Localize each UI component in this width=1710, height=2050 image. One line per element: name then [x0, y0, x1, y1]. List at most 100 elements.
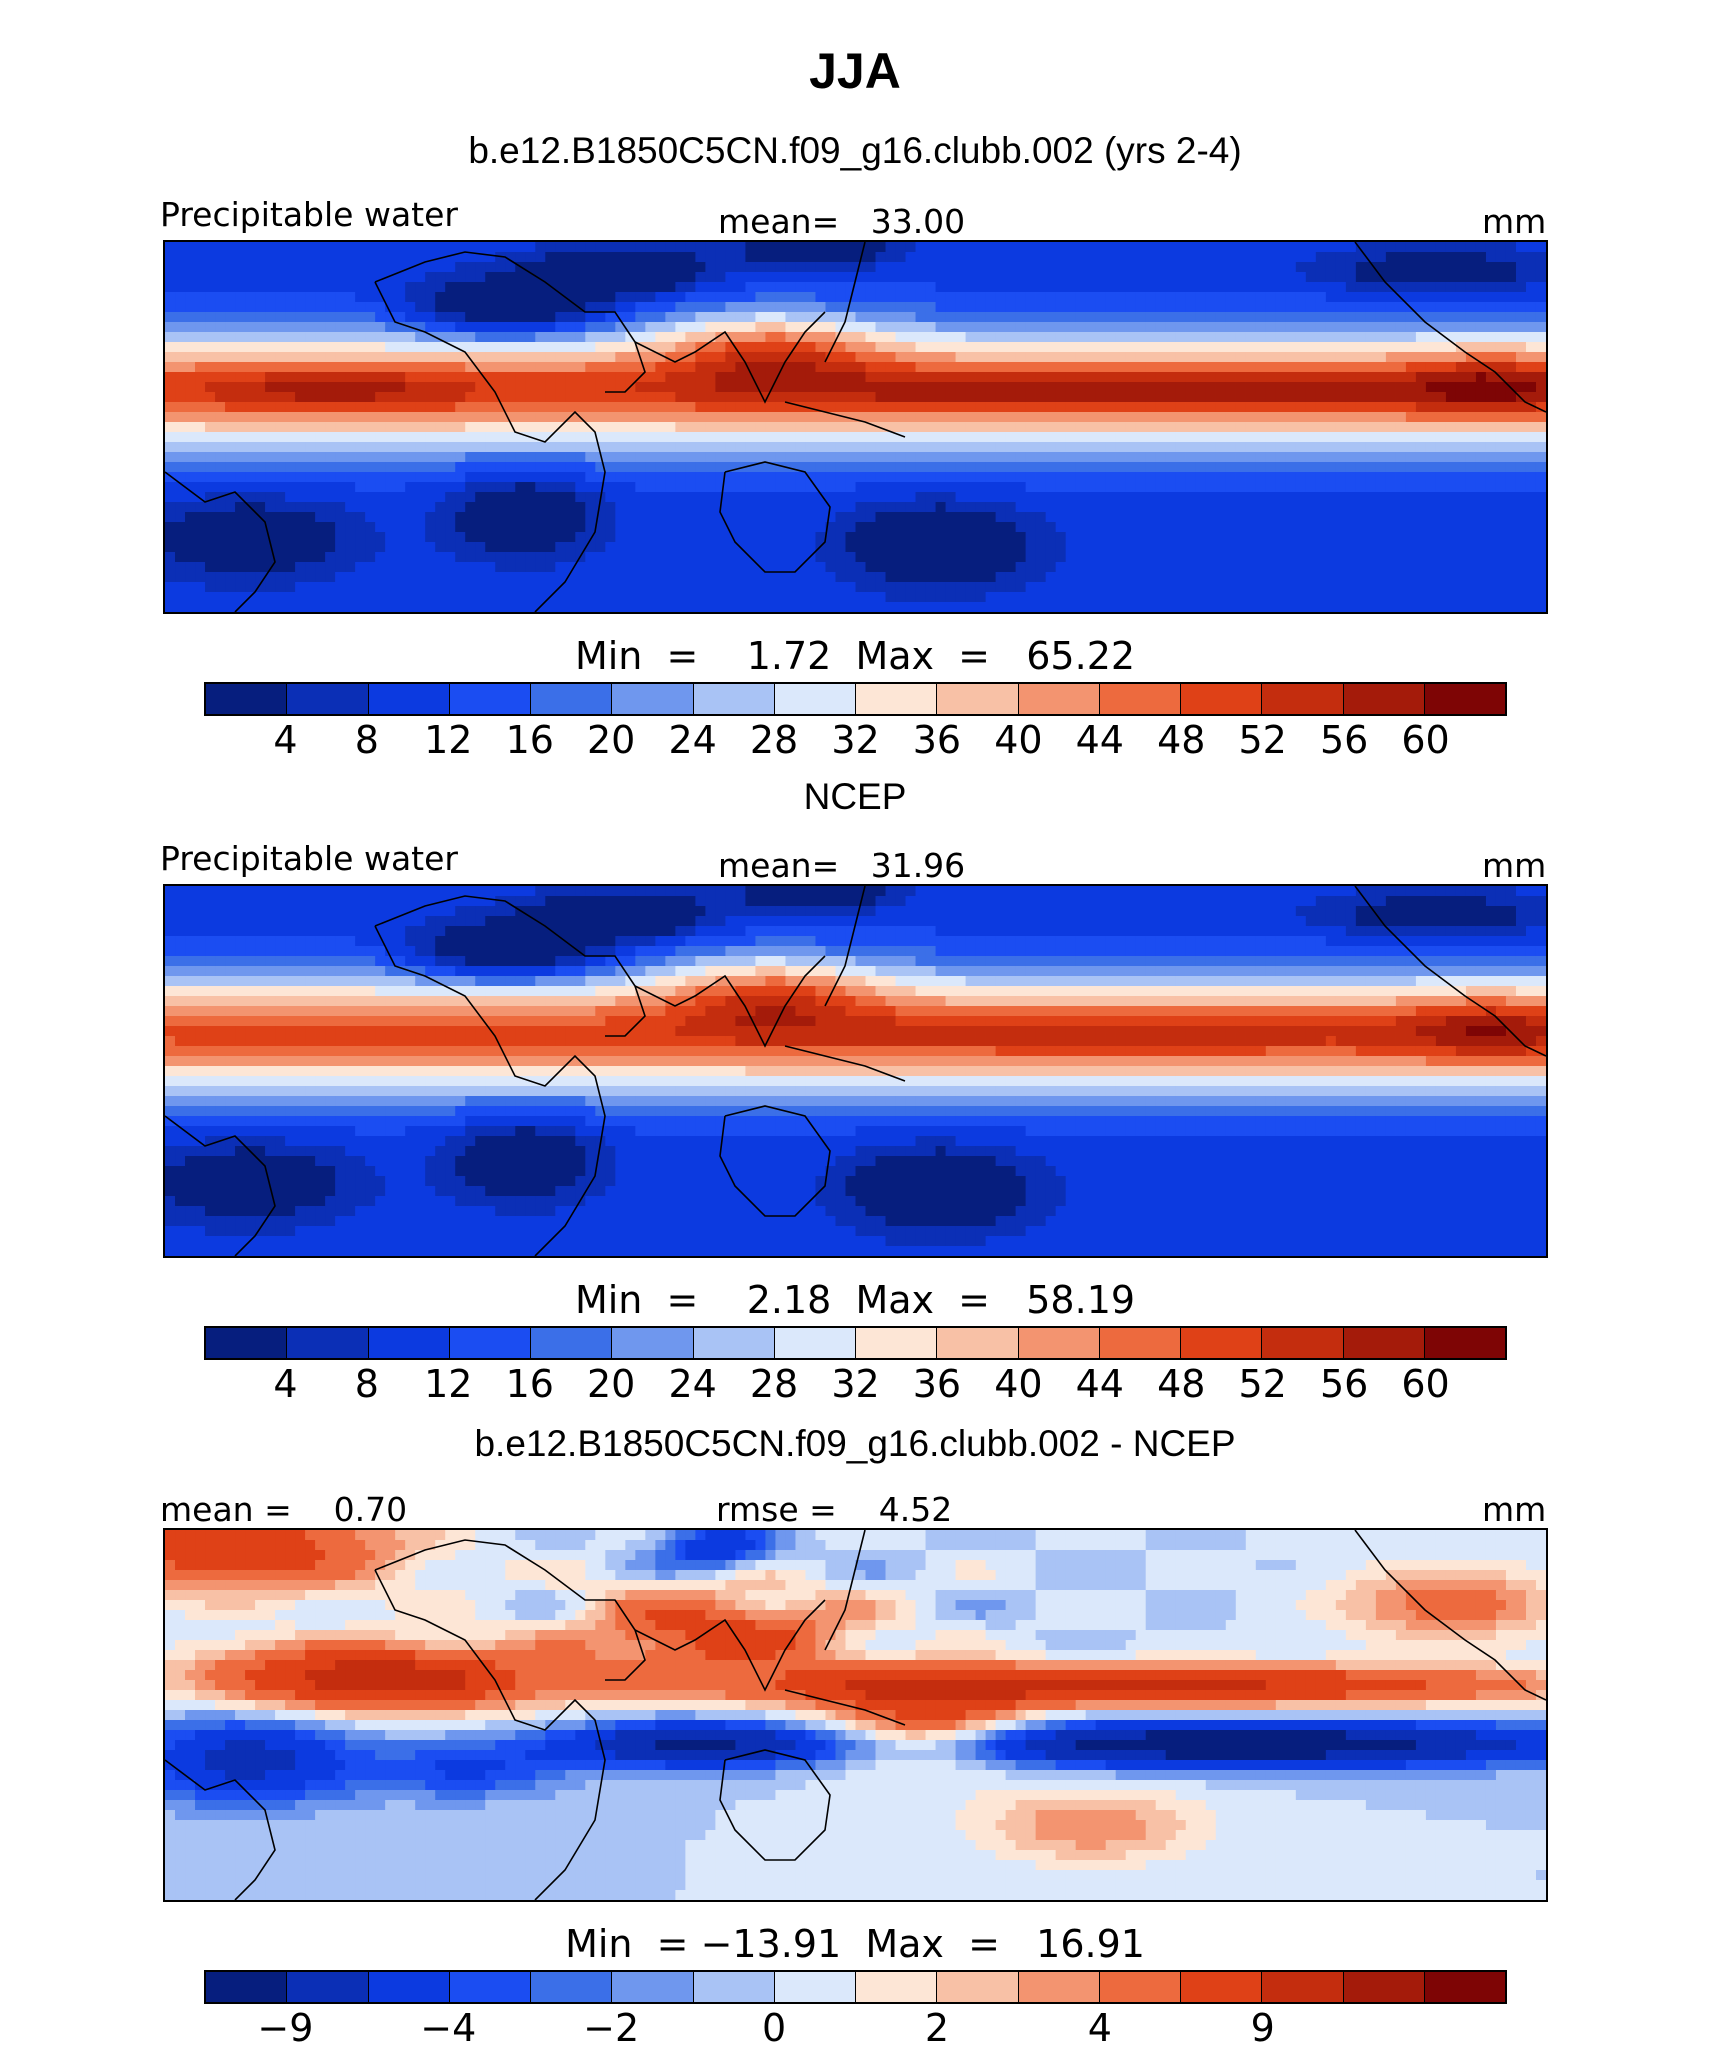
colorbar-swatch [1424, 684, 1505, 714]
panel-1-units-label: mm [1482, 202, 1547, 241]
panel-2-colorbar-ticks: 4 8 12 16 20 24 28 32 36 40 44 48 52 56 60 [204, 1362, 1507, 1406]
colorbar-tick-label: 4 [273, 1362, 298, 1406]
panel-3-min-max: Min = −13.91 Max = 16.91 [565, 1922, 1145, 1966]
coastline [784, 1045, 906, 1082]
panel-2-variable-label: Precipitable water [160, 839, 458, 878]
colorbar-tick-label: 28 [749, 718, 799, 762]
panel-3-colorbar [204, 1970, 1507, 2004]
coastline [784, 1689, 906, 1726]
panel-3-contour-field [165, 1530, 1546, 1900]
colorbar-swatch [937, 1972, 1019, 2002]
colorbar-swatch [1424, 1328, 1505, 1358]
panel-1-contour-field [165, 242, 1546, 612]
coastline [1354, 242, 1546, 413]
colorbar-swatch [1181, 1972, 1263, 2002]
colorbar-swatch [287, 1972, 369, 2002]
colorbar-tick-label: 16 [505, 1362, 554, 1406]
panel-2-colorbar [204, 1326, 1507, 1360]
colorbar-swatch [368, 684, 450, 714]
colorbar-tick-label: 56 [1319, 1362, 1369, 1406]
colorbar-tick-label: 36 [912, 1362, 962, 1406]
colorbar-swatch [774, 1328, 856, 1358]
coastline [374, 925, 606, 1256]
colorbar-tick-label: 16 [505, 718, 554, 762]
colorbar-tick-label: 52 [1238, 1362, 1287, 1406]
colorbar-tick-label: 2 [924, 2006, 950, 2050]
coastline [634, 955, 826, 1048]
colorbar-swatch [449, 1328, 531, 1358]
colorbar-tick-label: 12 [424, 718, 473, 762]
colorbar-swatch [531, 684, 613, 714]
colorbar-tick-label: 32 [831, 718, 880, 762]
colorbar-tick-label: 32 [831, 1362, 880, 1406]
colorbar-tick-label: 12 [424, 1362, 473, 1406]
coastline [634, 311, 826, 404]
panel-3-map [163, 1528, 1548, 1902]
colorbar-swatch [937, 1328, 1019, 1358]
colorbar-swatch [1018, 1972, 1100, 2002]
colorbar-swatch [206, 1972, 288, 2002]
colorbar-swatch [1018, 684, 1100, 714]
colorbar-swatch [856, 684, 938, 714]
colorbar-swatch [693, 684, 775, 714]
colorbar-swatch [368, 1972, 450, 2002]
colorbar-swatch [1262, 1328, 1344, 1358]
panel-2-subtitle: NCEP [803, 776, 907, 817]
coastline [165, 1759, 276, 1900]
colorbar-swatch [937, 684, 1019, 714]
colorbar-swatch [287, 1328, 369, 1358]
colorbar-swatch [531, 1972, 613, 2002]
colorbar-swatch [1262, 1972, 1344, 2002]
colorbar-tick-label: 24 [668, 1362, 717, 1406]
coastline [824, 242, 866, 363]
panel-1-mean-label: mean= 33.00 [718, 202, 966, 241]
panel-2-mean-label: mean= 31.96 [718, 846, 966, 885]
colorbar-tick-label: 36 [912, 718, 962, 762]
colorbar-swatch [693, 1972, 775, 2002]
coastline [374, 895, 646, 1037]
colorbar-tick-label: 8 [354, 1362, 379, 1406]
panel-1-colorbar-ticks: 4 8 12 16 20 24 28 32 36 40 44 48 52 56 60 [204, 718, 1507, 762]
coastline [719, 1105, 831, 1217]
coastline [374, 251, 646, 393]
colorbar-swatch [368, 1328, 450, 1358]
colorbar-swatch [1262, 684, 1344, 714]
coastline [374, 1569, 606, 1900]
panel-1-min-max: Min = 1.72 Max = 65.22 [574, 634, 1136, 678]
colorbar-swatch [449, 684, 531, 714]
colorbar-swatch [1099, 1328, 1181, 1358]
panel-3-rmse-label: rmse = 4.52 [716, 1490, 953, 1529]
coastline [634, 1599, 826, 1692]
colorbar-tick-label: 8 [354, 718, 379, 762]
colorbar-swatch [1099, 1972, 1181, 2002]
colorbar-swatch [1018, 1328, 1100, 1358]
colorbar-swatch [531, 1328, 613, 1358]
colorbar-swatch [1343, 684, 1425, 714]
colorbar-swatch [774, 684, 856, 714]
colorbar-swatch [206, 1328, 288, 1358]
colorbar-tick-label: 28 [749, 1362, 799, 1406]
coastline [719, 1749, 831, 1861]
coastline [824, 886, 866, 1007]
coastline [719, 461, 831, 573]
colorbar-swatch [612, 684, 694, 714]
coastline [1354, 886, 1546, 1057]
coastline [1354, 1530, 1546, 1701]
colorbar-swatch [1424, 1972, 1505, 2002]
colorbar-swatch [1343, 1328, 1425, 1358]
colorbar-tick-label: 44 [1075, 718, 1124, 762]
colorbar-tick-label: 40 [994, 718, 1043, 762]
colorbar-swatch [1181, 1328, 1263, 1358]
colorbar-tick-label: 4 [1087, 2006, 1112, 2050]
colorbar-tick-label: 44 [1075, 1362, 1124, 1406]
panel-2-units-label: mm [1482, 846, 1547, 885]
colorbar-tick-label: 24 [668, 718, 717, 762]
colorbar-swatch [612, 1328, 694, 1358]
colorbar-tick-label: 48 [1157, 1362, 1206, 1406]
panel-1-colorbar [204, 682, 1507, 716]
colorbar-tick-label: 0 [761, 2006, 787, 2050]
colorbar-swatch [206, 684, 288, 714]
panel-1-map [163, 240, 1548, 614]
colorbar-swatch [612, 1972, 694, 2002]
colorbar-tick-label: 20 [587, 718, 636, 762]
